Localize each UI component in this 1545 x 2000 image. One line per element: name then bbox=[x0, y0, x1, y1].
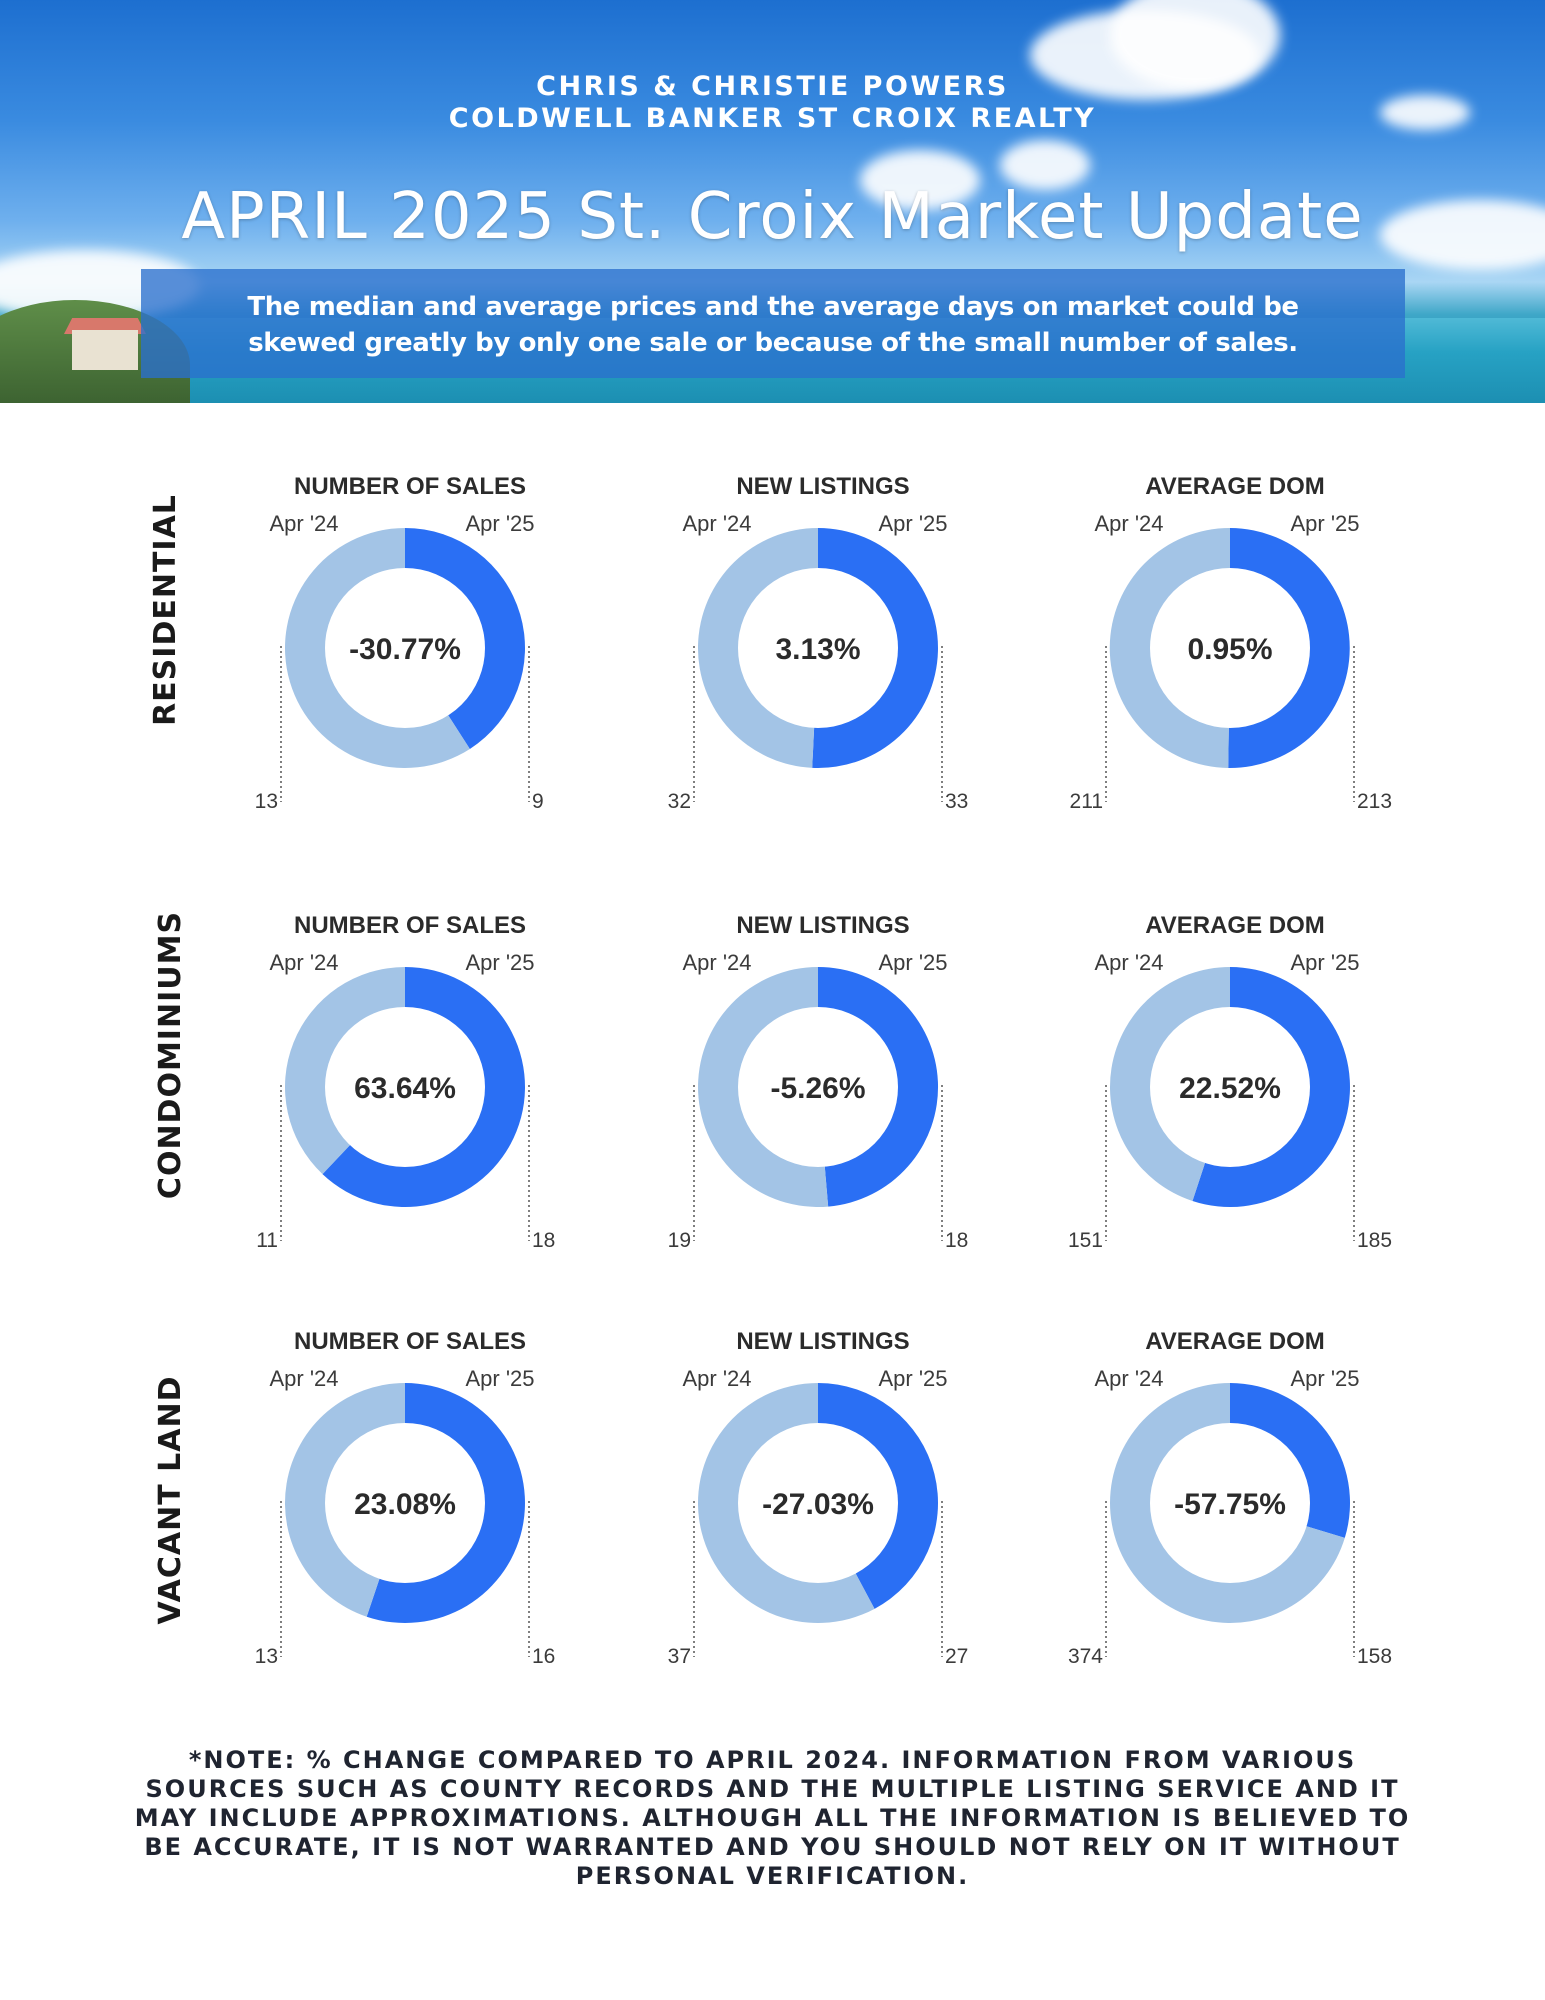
value-label-current: 213 bbox=[1357, 790, 1392, 813]
cloud-decoration bbox=[860, 150, 980, 210]
footnote-line-4: BE ACCURATE, IT IS NOT WARRANTED AND YOU… bbox=[144, 1833, 1401, 1861]
percent-change-label: 3.13% bbox=[775, 633, 860, 666]
period-label-prior: Apr '24 bbox=[1094, 511, 1163, 536]
header-banner: CHRIS & CHRISTIE POWERS COLDWELL BANKER … bbox=[0, 0, 1545, 403]
donut-hole bbox=[738, 1007, 898, 1167]
value-label-prior: 211 bbox=[1070, 790, 1103, 813]
donut-hole bbox=[738, 568, 898, 728]
percent-change-label: -27.03% bbox=[762, 1488, 874, 1521]
period-label-current: Apr '25 bbox=[878, 511, 947, 536]
period-label-current: Apr '25 bbox=[465, 1366, 534, 1391]
footnote-line-1: *NOTE: % CHANGE COMPARED TO APRIL 2024. … bbox=[188, 1746, 1357, 1774]
chart-title: NUMBER OF SALES bbox=[294, 912, 526, 939]
chart-title: AVERAGE DOM bbox=[1145, 1328, 1325, 1355]
value-label-prior: 151 bbox=[1068, 1229, 1103, 1252]
percent-change-label: 22.52% bbox=[1179, 1072, 1281, 1105]
disclaimer-line-2: skewed greatly by only one sale or becau… bbox=[248, 328, 1298, 358]
period-label-current: Apr '25 bbox=[465, 511, 534, 536]
value-label-current: 9 bbox=[532, 790, 544, 813]
value-label-current: 18 bbox=[532, 1229, 555, 1252]
period-label-current: Apr '25 bbox=[1290, 1366, 1359, 1391]
chart-title: NUMBER OF SALES bbox=[294, 473, 526, 500]
value-label-prior: 19 bbox=[668, 1229, 691, 1252]
cloud-decoration bbox=[1000, 140, 1090, 190]
value-label-current: 18 bbox=[945, 1229, 968, 1252]
disclaimer-box: The median and average prices and the av… bbox=[141, 269, 1405, 378]
period-label-prior: Apr '24 bbox=[682, 511, 751, 536]
donut-hole bbox=[325, 1423, 485, 1583]
period-label-current: Apr '25 bbox=[1290, 511, 1359, 536]
cloud-decoration bbox=[1380, 200, 1545, 270]
value-label-prior: 32 bbox=[668, 790, 691, 813]
cloud-decoration bbox=[1380, 95, 1470, 130]
value-label-prior: 374 bbox=[1068, 1645, 1103, 1668]
period-label-prior: Apr '24 bbox=[269, 1366, 338, 1391]
disclaimer-line-1: The median and average prices and the av… bbox=[247, 292, 1299, 322]
chart-title: NEW LISTINGS bbox=[736, 1328, 909, 1355]
value-label-current: 27 bbox=[945, 1645, 968, 1668]
value-label-current: 16 bbox=[532, 1645, 555, 1668]
footnote-line-3: MAY INCLUDE APPROXIMATIONS. ALTHOUGH ALL… bbox=[134, 1804, 1411, 1832]
period-label-prior: Apr '24 bbox=[269, 511, 338, 536]
chart-title: NEW LISTINGS bbox=[736, 912, 909, 939]
period-label-prior: Apr '24 bbox=[682, 1366, 751, 1391]
donut-hole bbox=[325, 568, 485, 728]
value-label-prior: 11 bbox=[256, 1229, 278, 1252]
cloud-decoration bbox=[1110, 0, 1280, 90]
percent-change-label: 0.95% bbox=[1187, 633, 1272, 666]
page-title: APRIL 2025 St. Croix Market Update bbox=[181, 180, 1364, 254]
value-label-current: 158 bbox=[1357, 1645, 1392, 1668]
house-decoration bbox=[72, 330, 138, 370]
donut-hole bbox=[325, 1007, 485, 1167]
period-label-current: Apr '25 bbox=[1290, 950, 1359, 975]
period-label-current: Apr '25 bbox=[878, 950, 947, 975]
value-label-prior: 13 bbox=[255, 790, 278, 813]
value-label-prior: 13 bbox=[255, 1645, 278, 1668]
percent-change-label: -30.77% bbox=[349, 633, 461, 666]
donut-hole bbox=[1150, 1423, 1310, 1583]
percent-change-label: -57.75% bbox=[1174, 1488, 1286, 1521]
value-label-current: 185 bbox=[1357, 1229, 1392, 1252]
period-label-current: Apr '25 bbox=[878, 1366, 947, 1391]
percent-change-label: 23.08% bbox=[354, 1488, 456, 1521]
footnote-line-5: PERSONAL VERIFICATION. bbox=[575, 1862, 970, 1890]
donut-hole bbox=[1150, 568, 1310, 728]
period-label-prior: Apr '24 bbox=[1094, 1366, 1163, 1391]
chart-title: AVERAGE DOM bbox=[1145, 912, 1325, 939]
chart-title: AVERAGE DOM bbox=[1145, 473, 1325, 500]
value-label-current: 33 bbox=[945, 790, 968, 813]
period-label-prior: Apr '24 bbox=[1094, 950, 1163, 975]
percent-change-label: 63.64% bbox=[354, 1072, 456, 1105]
donut-hole bbox=[738, 1423, 898, 1583]
agent-name: CHRIS & CHRISTIE POWERS bbox=[536, 71, 1009, 102]
percent-change-label: -5.26% bbox=[770, 1072, 865, 1105]
donut-hole bbox=[1150, 1007, 1310, 1167]
value-label-prior: 37 bbox=[668, 1645, 691, 1668]
period-label-current: Apr '25 bbox=[465, 950, 534, 975]
chart-title: NEW LISTINGS bbox=[736, 473, 909, 500]
period-label-prior: Apr '24 bbox=[682, 950, 751, 975]
period-label-prior: Apr '24 bbox=[269, 950, 338, 975]
brokerage-name: COLDWELL BANKER ST CROIX REALTY bbox=[448, 103, 1097, 134]
footnote-line-2: SOURCES SUCH AS COUNTY RECORDS AND THE M… bbox=[145, 1775, 1400, 1803]
chart-title: NUMBER OF SALES bbox=[294, 1328, 526, 1355]
